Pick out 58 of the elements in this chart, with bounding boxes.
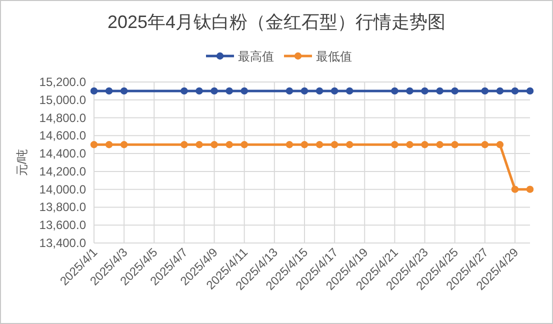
point <box>496 141 504 148</box>
point <box>346 141 354 148</box>
y-tick-label: 13,400.0 <box>39 236 86 250</box>
point <box>421 87 428 95</box>
point <box>436 141 444 148</box>
point <box>406 87 414 95</box>
point <box>391 141 398 148</box>
point <box>451 87 458 95</box>
point <box>180 87 188 95</box>
point <box>481 87 488 95</box>
point <box>210 141 218 148</box>
point <box>105 141 113 148</box>
y-tick-label: 14,400.0 <box>39 146 86 161</box>
y-tick-label: 13,600.0 <box>39 218 86 232</box>
point <box>240 141 248 148</box>
point <box>391 87 398 95</box>
point <box>105 87 113 95</box>
point <box>316 141 324 148</box>
y-tick-label: 14,800.0 <box>39 110 86 125</box>
point <box>526 186 534 193</box>
point <box>511 87 519 95</box>
point <box>346 87 354 95</box>
point <box>180 141 188 148</box>
legend-label: 最低值 <box>316 50 352 64</box>
point <box>226 141 233 148</box>
point <box>436 87 444 95</box>
point <box>120 141 128 148</box>
y-tick-label: 15,000.0 <box>39 92 86 107</box>
point <box>316 87 324 95</box>
y-tick-label: 14,200.0 <box>39 164 86 178</box>
point <box>330 141 338 148</box>
point <box>481 141 488 148</box>
point <box>210 87 218 95</box>
point <box>286 141 294 148</box>
legend-label: 最高值 <box>238 50 274 64</box>
point <box>286 87 294 95</box>
point <box>496 87 504 95</box>
y-tick-label: 14,000.0 <box>39 182 86 196</box>
point <box>196 141 203 148</box>
point <box>300 87 308 95</box>
point <box>90 87 98 95</box>
point <box>330 87 338 95</box>
y-axis-title: 元/吨 <box>15 148 29 176</box>
point <box>451 141 458 148</box>
chart-title: 2025年4月钛白粉（金红石型）行情走势图 <box>107 12 446 32</box>
point <box>421 141 428 148</box>
point <box>226 87 233 95</box>
point <box>526 87 534 95</box>
y-tick-label: 14,600.0 <box>39 128 86 143</box>
point <box>196 87 203 95</box>
y-tick-label: 15,200.0 <box>39 75 86 89</box>
point <box>300 141 308 148</box>
point <box>240 87 248 95</box>
point <box>90 141 98 148</box>
point <box>511 186 519 193</box>
point <box>120 87 128 95</box>
y-tick-label: 13,800.0 <box>39 200 86 214</box>
point <box>406 141 414 148</box>
